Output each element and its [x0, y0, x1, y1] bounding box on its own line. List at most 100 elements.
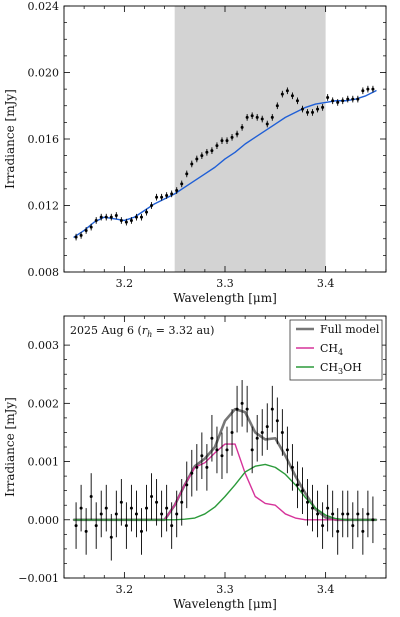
data-point [351, 97, 355, 101]
data-point [306, 500, 310, 504]
legend-label: CH3OH [320, 361, 362, 376]
data-point [109, 535, 113, 539]
data-point [356, 512, 360, 516]
data-point [346, 512, 350, 516]
data-point [74, 524, 78, 528]
data-point [170, 192, 174, 196]
data-point [150, 494, 154, 498]
data-point [195, 157, 199, 161]
y-tick-label: 0.012 [28, 200, 60, 213]
data-point [160, 195, 164, 199]
data-point [250, 448, 254, 452]
y-tick-label: 0.024 [28, 0, 60, 13]
data-point [336, 100, 340, 104]
data-point [336, 529, 340, 533]
data-point [139, 215, 143, 219]
y-tick-label: 0.020 [28, 67, 60, 80]
x-tick-label: 3.4 [317, 277, 335, 290]
data-point [285, 448, 289, 452]
data-point [265, 425, 269, 429]
data-point [160, 512, 164, 516]
y-tick-label: 0.001 [28, 456, 60, 469]
data-point [119, 218, 123, 222]
legend-label: CH4 [320, 342, 343, 357]
data-point [175, 189, 179, 193]
data-point [230, 135, 234, 139]
x-axis-label: Wavelength [μm] [173, 597, 277, 611]
data-point [250, 114, 254, 118]
data-point [290, 94, 294, 98]
data-point [300, 107, 304, 111]
data-point [240, 125, 244, 129]
data-point [270, 115, 274, 119]
data-point [205, 150, 209, 154]
data-point [255, 436, 259, 440]
data-point [185, 172, 189, 176]
data-point [366, 87, 370, 91]
data-point [260, 117, 264, 121]
data-point [99, 512, 103, 516]
data-point [104, 215, 108, 219]
date-annotation: 2025 Aug 6 (rh = 3.32 au) [70, 324, 214, 339]
y-tick-label: 0.002 [28, 397, 60, 410]
data-point [210, 436, 214, 440]
data-point [225, 139, 229, 143]
data-point [225, 448, 229, 452]
legend-label: Full model [320, 323, 380, 336]
data-point [366, 512, 370, 516]
data-point [119, 500, 123, 504]
data-point [341, 99, 345, 103]
data-point [89, 225, 93, 229]
x-tick-label: 3.2 [116, 583, 134, 596]
data-point [235, 132, 239, 136]
data-point [134, 215, 138, 219]
data-point [170, 524, 174, 528]
x-tick-label: 3.2 [116, 277, 134, 290]
data-point [94, 218, 98, 222]
data-point [99, 215, 103, 219]
data-point [346, 97, 350, 101]
data-point [79, 506, 83, 510]
data-point [331, 512, 335, 516]
data-point [215, 144, 219, 148]
data-point [326, 95, 330, 99]
data-point [145, 210, 149, 214]
data-point [195, 465, 199, 469]
data-point [139, 529, 143, 533]
y-axis-label: Irradiance [mJy] [3, 397, 17, 497]
data-point [129, 218, 133, 222]
data-point [321, 105, 325, 109]
data-point [200, 154, 204, 158]
data-point [185, 483, 189, 487]
data-point [295, 483, 299, 487]
data-point [150, 204, 154, 207]
data-point [84, 529, 88, 533]
data-point [316, 512, 320, 516]
data-point [341, 512, 345, 516]
data-point [74, 235, 78, 239]
data-point [124, 524, 128, 528]
data-point [245, 115, 249, 119]
y-tick-label: 0.008 [28, 266, 60, 279]
x-axis-label: Wavelength [μm] [173, 291, 277, 305]
panel-bottom: 3.2 3.3 3.4 −0.001 0.000 0.001 0.002 0.003 Wavel… [3, 315, 387, 611]
data-point [280, 430, 284, 434]
data-point [190, 162, 194, 166]
y-tick-label: 0.000 [28, 514, 60, 527]
data-point [311, 506, 315, 510]
panel-top: 3.2 3.3 3.4 0.008 0.012 0.016 0.020 0.024 Wavele… [3, 0, 387, 305]
data-point [134, 512, 138, 516]
data-point [260, 430, 264, 434]
y-tick-label: 0.016 [28, 133, 60, 146]
data-point [220, 454, 224, 458]
data-point [180, 182, 184, 186]
data-point [240, 401, 244, 405]
data-point [190, 471, 194, 475]
data-point [230, 430, 234, 434]
data-point [175, 512, 179, 516]
series-line-model [73, 90, 377, 238]
data-point [94, 524, 98, 528]
y-tick-label: 0.003 [28, 339, 60, 352]
